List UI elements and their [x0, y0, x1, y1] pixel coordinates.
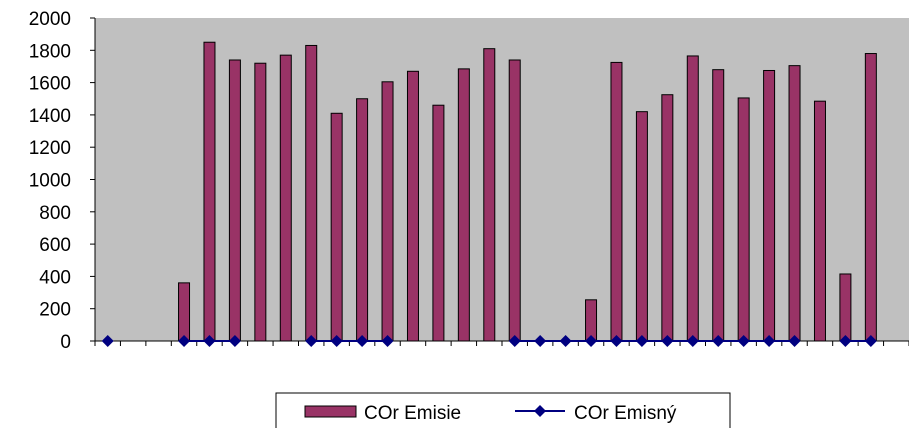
bar	[178, 282, 191, 342]
line-marker	[686, 335, 699, 347]
line-marker	[228, 335, 241, 347]
line-marker	[737, 335, 750, 347]
bar	[381, 81, 394, 342]
line-marker	[305, 335, 318, 347]
bar	[279, 54, 292, 342]
line-marker	[101, 335, 114, 347]
line-marker	[788, 335, 801, 347]
y-tick-label: 1000	[29, 171, 71, 192]
legend-label-line: COr Emisný	[574, 403, 677, 424]
y-tick-label: 1600	[29, 74, 71, 95]
bar	[686, 55, 699, 342]
bar	[763, 69, 776, 342]
bar	[737, 97, 750, 342]
line-marker	[508, 335, 521, 347]
line-marker	[661, 335, 674, 347]
bar	[330, 112, 343, 342]
bar	[483, 48, 496, 342]
plot-area	[95, 18, 909, 341]
legend-swatch-bar	[304, 405, 357, 418]
line-marker	[203, 335, 216, 347]
line-marker	[635, 335, 648, 347]
bar	[788, 65, 801, 342]
line-marker	[610, 335, 623, 347]
legend-marker-line	[534, 405, 546, 417]
y-tick-label: 1800	[29, 41, 71, 62]
line-marker	[178, 335, 191, 347]
line-marker	[864, 335, 877, 347]
bar	[839, 273, 852, 342]
bar	[254, 62, 267, 342]
y-tick-label: 1200	[29, 138, 71, 159]
line-marker	[534, 335, 547, 347]
bar	[585, 299, 598, 342]
line-marker	[559, 335, 572, 347]
y-tick-label: 0	[60, 332, 71, 353]
bar	[635, 111, 648, 342]
bar	[457, 68, 470, 342]
bar	[203, 41, 216, 342]
line-marker	[585, 335, 598, 347]
y-tick-label: 600	[39, 235, 71, 256]
bar	[661, 94, 674, 342]
bar	[356, 98, 369, 342]
legend-label-bar: COr Emisie	[364, 403, 461, 424]
y-tick-label: 200	[39, 300, 71, 321]
bar	[712, 69, 725, 342]
line-marker	[330, 335, 343, 347]
bar	[508, 59, 521, 342]
bar	[864, 53, 877, 342]
bar	[228, 59, 241, 342]
line-marker	[712, 335, 725, 347]
line-marker	[839, 335, 852, 347]
bar	[305, 44, 318, 342]
legend: COr Emisie COr Emisný	[275, 392, 731, 428]
y-tick-label: 2000	[29, 9, 71, 30]
bar	[813, 100, 826, 342]
bar	[610, 61, 623, 342]
y-tick-label: 800	[39, 203, 71, 224]
line-marker	[356, 335, 369, 347]
line-marker	[381, 335, 394, 347]
bar	[406, 70, 419, 342]
line-marker	[763, 335, 776, 347]
y-tick-label: 1400	[29, 106, 71, 127]
bar	[432, 104, 445, 342]
y-tick-label: 400	[39, 267, 71, 288]
